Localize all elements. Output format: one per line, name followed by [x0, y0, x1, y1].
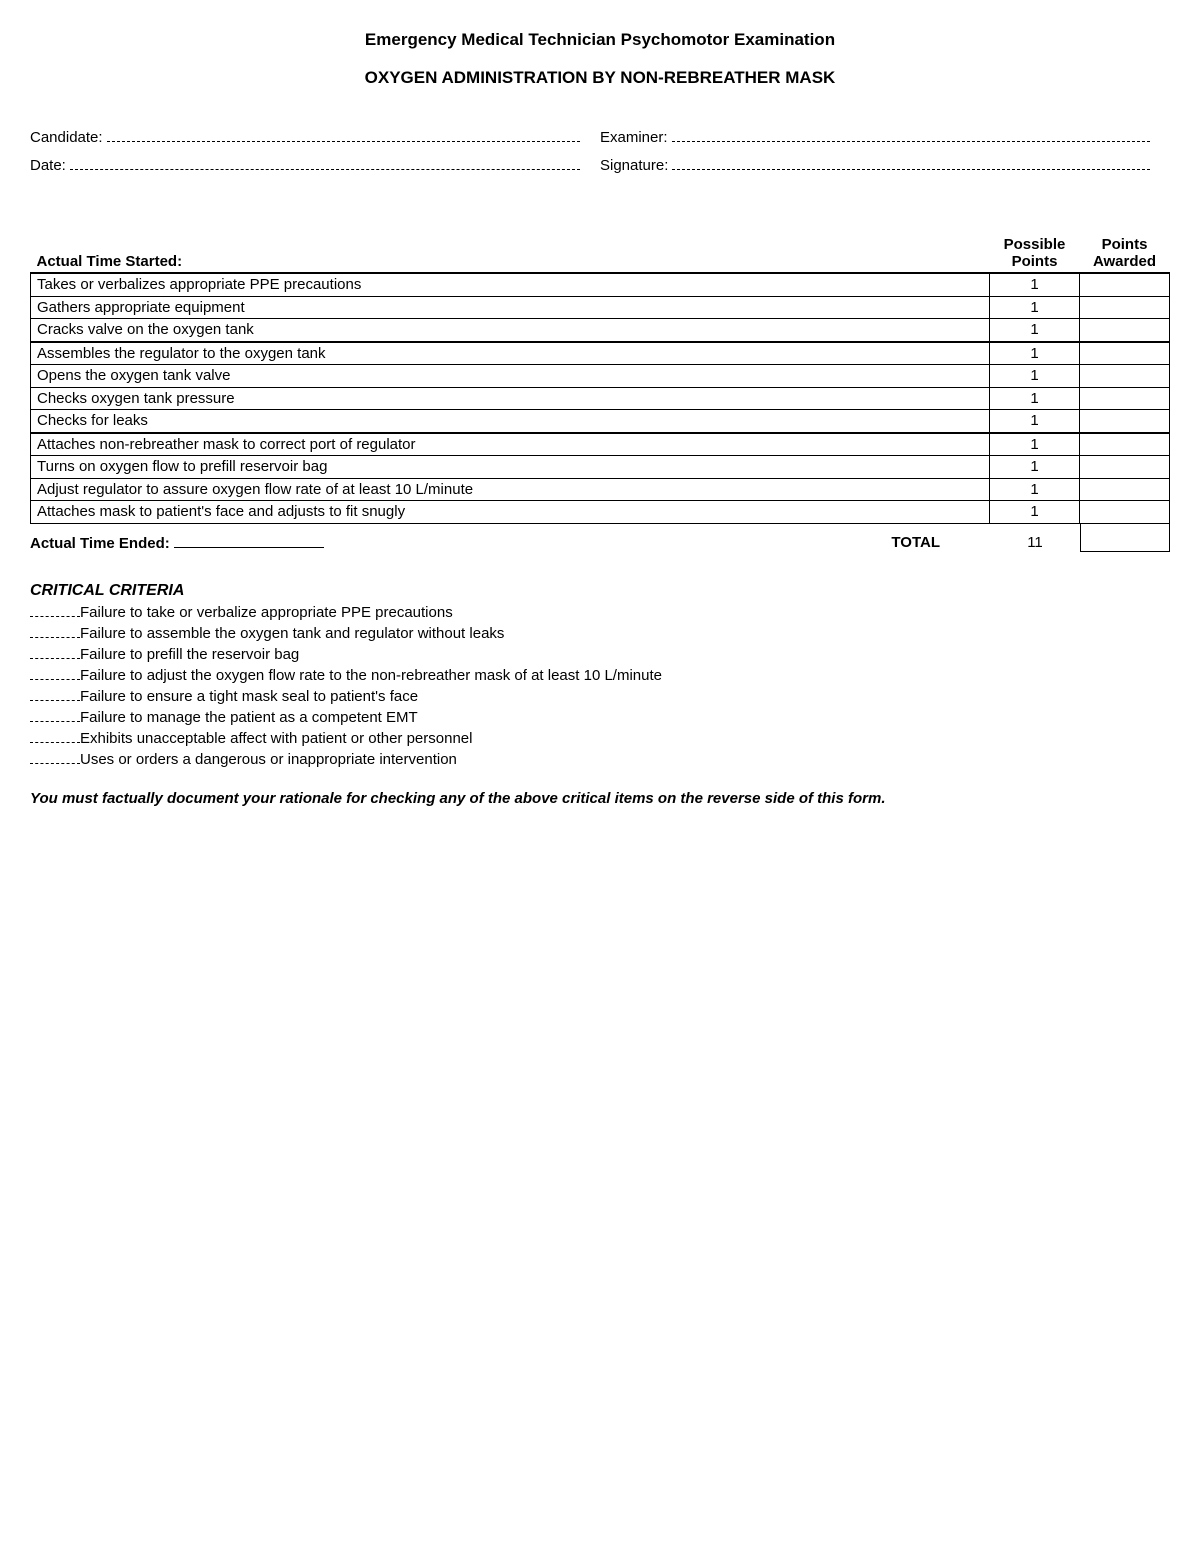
table-row: Attaches non-rebreather mask to correct …	[31, 433, 1170, 456]
total-row: Actual Time Ended: TOTAL 11	[30, 534, 1170, 552]
form-header: Emergency Medical Technician Psychomotor…	[30, 30, 1170, 88]
criteria-text: Failure to take or verbalize appropriate…	[80, 602, 453, 623]
criteria-text: Exhibits unacceptable affect with patien…	[80, 728, 472, 749]
criteria-text: Failure to prefill the reservoir bag	[80, 644, 299, 665]
criteria-text: Failure to ensure a tight mask seal to p…	[80, 686, 418, 707]
criterion-text: Opens the oxygen tank valve	[31, 365, 990, 388]
criterion-text: Cracks valve on the oxygen tank	[31, 319, 990, 342]
examiner-label: Examiner:	[600, 129, 672, 146]
header-title: Emergency Medical Technician Psychomotor…	[30, 30, 1170, 50]
candidate-blank[interactable]	[107, 128, 580, 142]
points-awarded-cell[interactable]	[1080, 296, 1170, 319]
table-row: Opens the oxygen tank valve1	[31, 365, 1170, 388]
criteria-text: Failure to manage the patient as a compe…	[80, 707, 418, 728]
header-subtitle: OXYGEN ADMINISTRATION BY NON-REBREATHER …	[30, 68, 1170, 88]
criteria-text: Uses or orders a dangerous or inappropri…	[80, 749, 457, 770]
criteria-title: CRITICAL CRITERIA	[30, 582, 1170, 600]
possible-points: 1	[990, 433, 1080, 456]
table-row: Gathers appropriate equipment1	[31, 296, 1170, 319]
criteria-line: Uses or orders a dangerous or inappropri…	[30, 749, 1170, 770]
time-ended-label: Actual Time Ended:	[30, 535, 170, 552]
total-awarded-box[interactable]	[1080, 524, 1170, 552]
criteria-check-blank[interactable]	[30, 668, 80, 680]
candidate-label: Candidate:	[30, 129, 107, 146]
date-label: Date:	[30, 157, 70, 174]
points-awarded-cell[interactable]	[1080, 456, 1170, 479]
criteria-check-blank[interactable]	[30, 689, 80, 701]
possible-points: 1	[990, 319, 1080, 342]
criterion-text: Adjust regulator to assure oxygen flow r…	[31, 478, 990, 501]
possible-points: 1	[990, 478, 1080, 501]
total-points: 11	[990, 534, 1080, 551]
possible-points: 1	[990, 456, 1080, 479]
possible-points: 1	[990, 365, 1080, 388]
criterion-text: Attaches mask to patient's face and adju…	[31, 501, 990, 524]
info-fields: Candidate: Date: Examiner: Signature:	[30, 128, 1170, 184]
points-awarded-cell[interactable]	[1080, 387, 1170, 410]
criteria-line: Failure to assemble the oxygen tank and …	[30, 623, 1170, 644]
possible-points: 1	[990, 410, 1080, 433]
col-points-awarded: Points Awarded	[1080, 234, 1170, 273]
criterion-text: Gathers appropriate equipment	[31, 296, 990, 319]
total-label: TOTAL	[891, 534, 990, 551]
points-awarded-cell[interactable]	[1080, 501, 1170, 524]
criteria-text: Failure to assemble the oxygen tank and …	[80, 623, 504, 644]
criteria-check-blank[interactable]	[30, 626, 80, 638]
table-row: Assembles the regulator to the oxygen ta…	[31, 342, 1170, 365]
criterion-text: Attaches non-rebreather mask to correct …	[31, 433, 990, 456]
table-row: Adjust regulator to assure oxygen flow r…	[31, 478, 1170, 501]
examiner-blank[interactable]	[672, 128, 1150, 142]
table-row: Checks oxygen tank pressure1	[31, 387, 1170, 410]
criteria-check-blank[interactable]	[30, 647, 80, 659]
col-actual-time: Actual Time Started:	[31, 234, 990, 273]
col-possible-points: Possible Points	[990, 234, 1080, 273]
footer-note: You must factually document your rationa…	[30, 790, 1170, 807]
table-row: Checks for leaks1	[31, 410, 1170, 433]
points-awarded-cell[interactable]	[1080, 410, 1170, 433]
scoring-table: Actual Time Started: Possible Points Poi…	[30, 234, 1170, 524]
criteria-line: Failure to take or verbalize appropriate…	[30, 602, 1170, 623]
criteria-check-blank[interactable]	[30, 752, 80, 764]
criterion-text: Assembles the regulator to the oxygen ta…	[31, 342, 990, 365]
criteria-line: Exhibits unacceptable affect with patien…	[30, 728, 1170, 749]
possible-points: 1	[990, 501, 1080, 524]
criteria-text: Failure to adjust the oxygen flow rate t…	[80, 665, 662, 686]
signature-blank[interactable]	[672, 156, 1150, 170]
table-row: Attaches mask to patient's face and adju…	[31, 501, 1170, 524]
points-awarded-cell[interactable]	[1080, 478, 1170, 501]
criterion-text: Turns on oxygen flow to prefill reservoi…	[31, 456, 990, 479]
table-row: Takes or verbalizes appropriate PPE prec…	[31, 273, 1170, 296]
criteria-line: Failure to prefill the reservoir bag	[30, 644, 1170, 665]
points-awarded-cell[interactable]	[1080, 342, 1170, 365]
points-awarded-cell[interactable]	[1080, 365, 1170, 388]
criteria-section: CRITICAL CRITERIA Failure to take or ver…	[30, 582, 1170, 770]
criteria-check-blank[interactable]	[30, 731, 80, 743]
possible-points: 1	[990, 342, 1080, 365]
points-awarded-cell[interactable]	[1080, 433, 1170, 456]
criteria-line: Failure to ensure a tight mask seal to p…	[30, 686, 1170, 707]
points-awarded-cell[interactable]	[1080, 319, 1170, 342]
criteria-check-blank[interactable]	[30, 605, 80, 617]
date-blank[interactable]	[70, 156, 580, 170]
criteria-line: Failure to manage the patient as a compe…	[30, 707, 1170, 728]
criterion-text: Checks oxygen tank pressure	[31, 387, 990, 410]
table-row: Turns on oxygen flow to prefill reservoi…	[31, 456, 1170, 479]
criteria-line: Failure to adjust the oxygen flow rate t…	[30, 665, 1170, 686]
possible-points: 1	[990, 387, 1080, 410]
criterion-text: Takes or verbalizes appropriate PPE prec…	[31, 273, 990, 296]
time-ended-blank[interactable]	[174, 534, 324, 548]
criterion-text: Checks for leaks	[31, 410, 990, 433]
table-row: Cracks valve on the oxygen tank1	[31, 319, 1170, 342]
criteria-check-blank[interactable]	[30, 710, 80, 722]
possible-points: 1	[990, 273, 1080, 296]
signature-label: Signature:	[600, 157, 672, 174]
possible-points: 1	[990, 296, 1080, 319]
points-awarded-cell[interactable]	[1080, 273, 1170, 296]
